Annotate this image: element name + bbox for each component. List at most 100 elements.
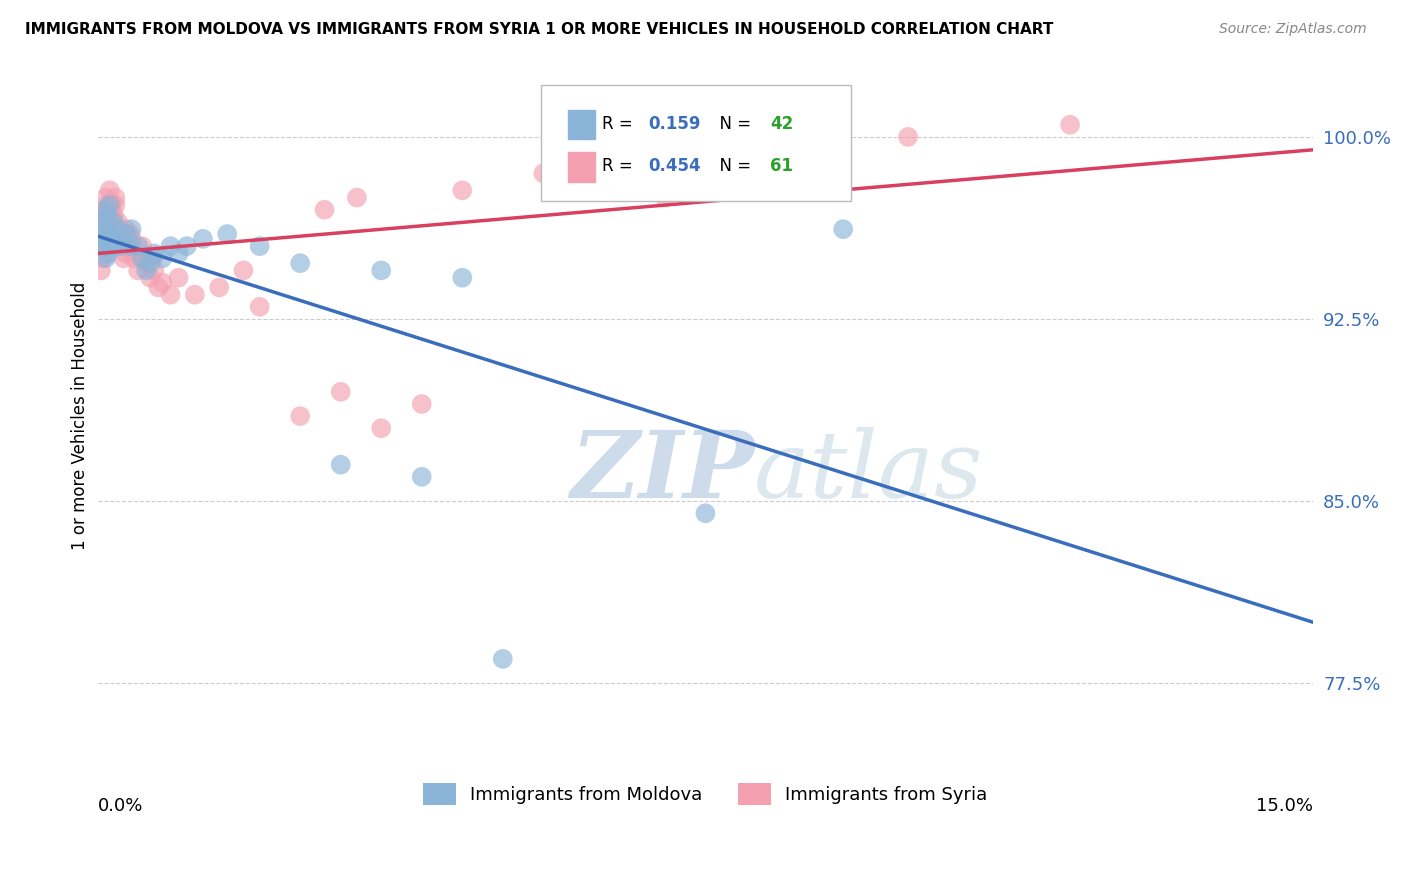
Point — [531, 166, 554, 180]
Point — [139, 270, 162, 285]
Point — [176, 239, 198, 253]
Text: 0.159: 0.159 — [648, 115, 700, 133]
Point — [115, 227, 138, 241]
Point — [100, 227, 122, 241]
FancyBboxPatch shape — [541, 85, 851, 202]
Point — [135, 263, 157, 277]
Point — [117, 232, 139, 246]
Point — [98, 215, 121, 229]
Text: ZIP: ZIP — [569, 427, 754, 517]
Text: R =: R = — [602, 157, 638, 175]
Point — [148, 280, 170, 294]
Point — [815, 125, 838, 139]
Point — [121, 222, 143, 236]
Point — [290, 409, 312, 423]
Bar — [568, 110, 595, 139]
Point — [94, 191, 117, 205]
Point — [167, 246, 190, 260]
Point — [94, 239, 117, 253]
Point — [91, 222, 114, 236]
Point — [329, 384, 352, 399]
Point — [121, 232, 143, 246]
Point — [1059, 118, 1081, 132]
Point — [90, 232, 112, 246]
Point — [159, 287, 181, 301]
Point — [654, 191, 676, 205]
Point — [143, 263, 166, 277]
Point — [118, 227, 141, 241]
Point — [94, 208, 117, 222]
Point — [127, 239, 149, 253]
Point — [100, 202, 122, 217]
Point — [103, 208, 125, 222]
Point — [118, 239, 141, 253]
Point — [411, 470, 433, 484]
Point — [122, 252, 145, 266]
Point — [139, 256, 162, 270]
Point — [110, 232, 132, 246]
Text: 61: 61 — [770, 157, 793, 175]
Point — [127, 263, 149, 277]
Point — [152, 252, 174, 266]
Point — [96, 202, 118, 217]
Point — [104, 232, 127, 246]
Point — [451, 183, 474, 197]
Point — [91, 239, 114, 253]
Point — [167, 270, 190, 285]
Text: Source: ZipAtlas.com: Source: ZipAtlas.com — [1219, 22, 1367, 37]
Point — [98, 198, 121, 212]
Point — [91, 222, 114, 236]
Point — [451, 270, 474, 285]
Point — [695, 506, 717, 520]
Point — [93, 215, 115, 229]
Point — [208, 280, 231, 294]
Point — [93, 215, 115, 229]
Point — [96, 208, 118, 222]
Point — [613, 178, 636, 193]
Point — [370, 421, 392, 435]
Point — [101, 215, 124, 229]
Point — [107, 222, 129, 236]
Point — [111, 239, 134, 253]
Point — [104, 191, 127, 205]
Point — [121, 239, 143, 253]
Point — [110, 239, 132, 253]
Y-axis label: 1 or more Vehicles in Household: 1 or more Vehicles in Household — [72, 282, 89, 550]
Point — [103, 215, 125, 229]
Point — [111, 232, 134, 246]
Point — [98, 232, 121, 246]
Bar — [568, 152, 595, 182]
Point — [101, 239, 124, 253]
Text: 15.0%: 15.0% — [1257, 797, 1313, 815]
Text: 0.0%: 0.0% — [97, 797, 143, 815]
Point — [897, 129, 920, 144]
Point — [115, 222, 138, 236]
Point — [232, 263, 254, 277]
Text: N =: N = — [709, 115, 756, 133]
Text: atlas: atlas — [754, 427, 984, 517]
Point — [290, 256, 312, 270]
Point — [314, 202, 336, 217]
Point — [94, 252, 117, 266]
Legend: Immigrants from Moldova, Immigrants from Syria: Immigrants from Moldova, Immigrants from… — [416, 775, 995, 812]
Text: R =: R = — [602, 115, 638, 133]
Point — [94, 202, 117, 217]
Point — [115, 246, 138, 260]
Point — [135, 256, 157, 270]
Point — [217, 227, 239, 241]
Point — [346, 191, 368, 205]
Point — [112, 252, 135, 266]
Point — [191, 232, 214, 246]
Point — [370, 263, 392, 277]
Point — [131, 239, 153, 253]
Point — [91, 252, 114, 266]
Point — [98, 183, 121, 197]
Point — [131, 252, 153, 266]
Point — [96, 227, 118, 241]
Point — [93, 202, 115, 217]
Point — [159, 239, 181, 253]
Point — [131, 252, 153, 266]
Point — [97, 246, 120, 260]
Point — [152, 276, 174, 290]
Point — [735, 142, 758, 156]
